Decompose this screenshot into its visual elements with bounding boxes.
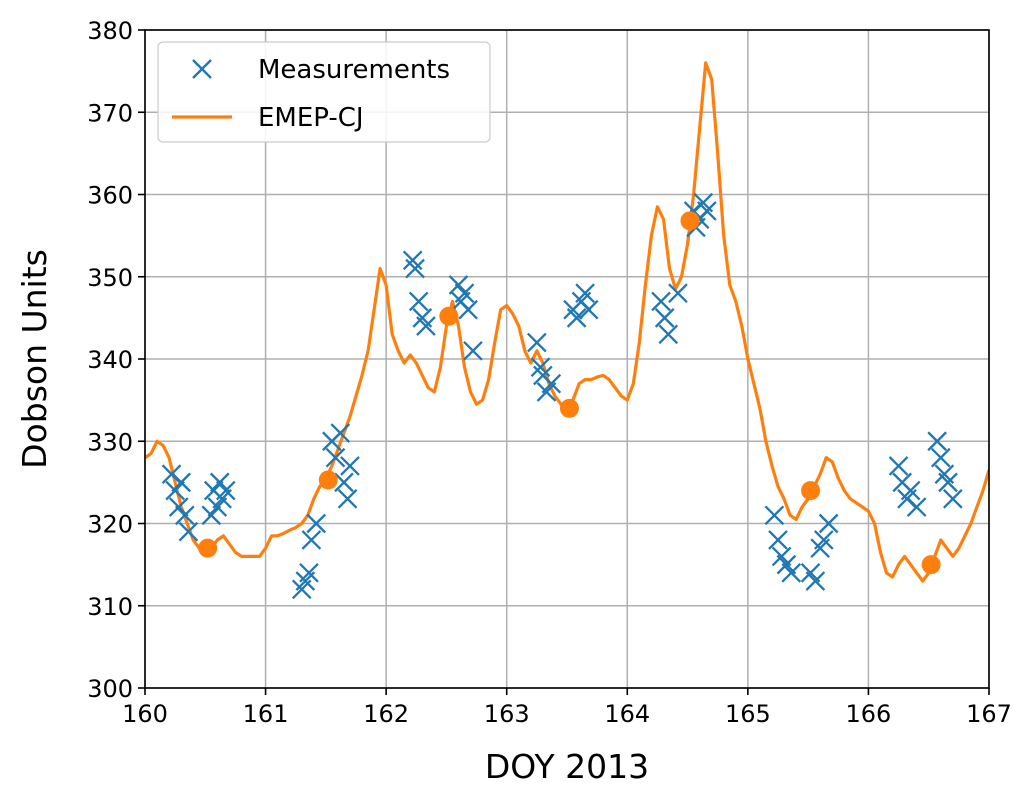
measurement-point (527, 332, 547, 353)
measurement-point (165, 480, 185, 501)
x-axis-title: DOY 2013 (485, 747, 649, 786)
measurement-point (209, 472, 230, 493)
measurement-point (575, 283, 595, 304)
y-tick-label: 320 (87, 511, 133, 539)
measurement-point (814, 530, 834, 550)
measurement-point (651, 291, 671, 312)
y-axis-title: Dobson Units (15, 249, 54, 469)
legend-label-measurements: Measurements (258, 55, 450, 85)
y-tick-label: 330 (87, 428, 133, 456)
x-tick-label: 163 (484, 700, 530, 728)
x-tick-label: 161 (243, 700, 289, 728)
measurement-point (416, 316, 436, 336)
measurement-point (215, 480, 236, 501)
measurement-point (448, 275, 469, 295)
axis-ticks: 160 161 162 163 164 165 166 167 300 310 320 330 340 3… (87, 17, 1012, 728)
measurement-point (768, 530, 788, 550)
model-daily-point (198, 538, 218, 558)
measurement-point (299, 563, 319, 583)
measurement-point (654, 308, 675, 328)
model-daily-point (439, 306, 459, 326)
measurement-point (340, 456, 360, 476)
measurement-point (818, 513, 839, 534)
model-daily-point (318, 470, 338, 490)
plot-area (145, 61, 989, 600)
measurement-point (174, 505, 195, 526)
model-daily-point (559, 398, 579, 418)
measurement-point (658, 324, 679, 345)
measurement-point (330, 423, 351, 443)
measurement-point (454, 283, 475, 304)
measurement-point (405, 258, 425, 279)
model-daily-point (801, 481, 821, 501)
legend-label-emep-cj: EMEP-CJ (258, 103, 364, 133)
measurement-point (168, 497, 189, 517)
y-tick-label: 360 (87, 182, 133, 210)
measurement-point (566, 308, 587, 328)
measurement-point (306, 513, 327, 534)
measurement-point (927, 431, 947, 452)
measurement-point (458, 299, 478, 320)
measurement-point (541, 373, 562, 394)
measurement-point (697, 201, 717, 221)
measurement-point (930, 447, 951, 468)
measurement-point (764, 505, 785, 526)
measurement-point (900, 480, 921, 501)
measurement-point (334, 472, 354, 493)
measurement-point (325, 447, 346, 468)
measurement-point (578, 299, 599, 320)
x-tick-label: 167 (966, 700, 1012, 728)
measurement-point (463, 340, 483, 361)
measurement-point (337, 489, 358, 509)
model-daily-point (921, 555, 941, 575)
legend: Measurements EMEP-CJ (157, 41, 491, 143)
measurement-point (906, 497, 927, 517)
measurement-point (171, 472, 191, 493)
model-daily-point (680, 211, 700, 231)
measurement-point (408, 291, 429, 312)
measurement-point (888, 456, 909, 476)
x-tick-label: 162 (363, 700, 409, 728)
measurement-point (943, 489, 963, 509)
measurement-point (781, 563, 802, 583)
x-tick-label: 164 (604, 700, 650, 728)
x-tick-label: 160 (122, 700, 168, 728)
y-tick-label: 300 (87, 675, 133, 703)
y-tick-label: 370 (87, 99, 133, 127)
measurement-point (668, 283, 688, 304)
measurement-point (301, 530, 322, 550)
measurement-point (201, 505, 222, 526)
y-tick-label: 380 (87, 17, 133, 45)
y-tick-label: 310 (87, 593, 133, 621)
legend-marker-measurements (192, 59, 212, 79)
y-tick-label: 350 (87, 264, 133, 292)
x-tick-label: 166 (846, 700, 892, 728)
measurement-point (938, 472, 958, 493)
y-tick-label: 340 (87, 346, 133, 374)
measurement-point (178, 521, 199, 542)
x-tick-label: 165 (725, 700, 771, 728)
measurement-point (805, 571, 826, 591)
legend-box (157, 41, 491, 143)
